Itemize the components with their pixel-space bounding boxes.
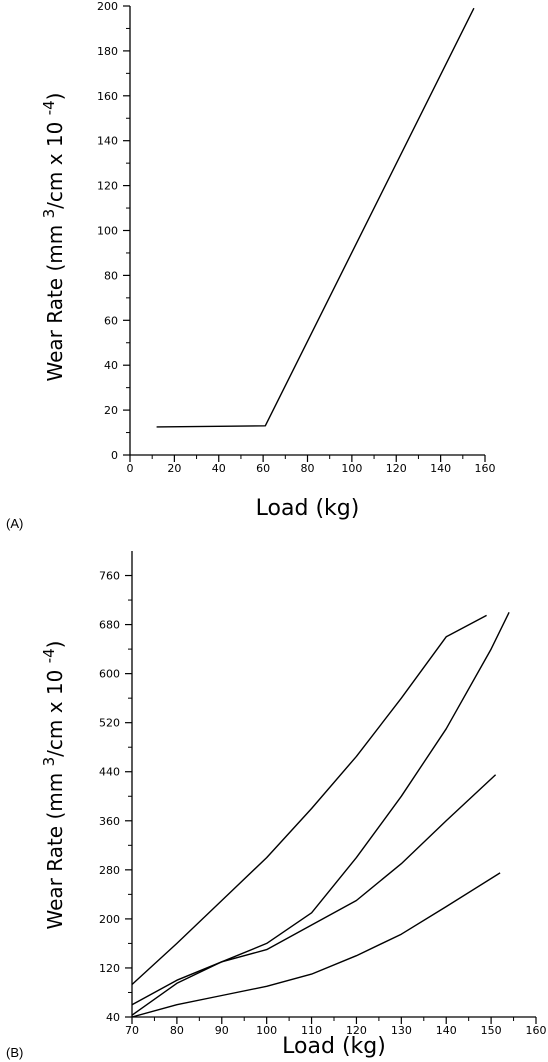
y-axis-title: Wear Rate (mm 3/cm x 10 -4) — [40, 641, 67, 930]
y-tick-label: 180 — [97, 45, 118, 58]
x-tick-label: 110 — [301, 1024, 322, 1037]
y-tick-label: 160 — [97, 90, 118, 103]
x-tick-label: 100 — [341, 462, 362, 475]
series-line-4 — [131, 872, 501, 1018]
chart-panel-a: 0 20 40 60 80 100 120 140 160 0 20 40 60 80 100 120 140 1… — [6, 0, 496, 531]
x-tick-label: 70 — [125, 1024, 139, 1037]
x-tick-label: 120 — [346, 1024, 367, 1037]
y-tick-label: 440 — [99, 766, 120, 779]
y-tick-label: 20 — [104, 404, 118, 417]
y-tick-label: 100 — [97, 225, 118, 238]
panel-label: (B) — [6, 1045, 23, 1060]
y-tick-label: 140 — [97, 135, 118, 148]
series-line-3 — [131, 774, 497, 1006]
x-tick-label: 40 — [212, 462, 226, 475]
y-tick-label: 200 — [99, 913, 120, 926]
x-tick-label: 90 — [215, 1024, 229, 1037]
y-tick-label: 120 — [99, 962, 120, 975]
x-tick-label: 60 — [256, 462, 270, 475]
x-axis-title: Load (kg) — [282, 1034, 386, 1059]
x-tick-label: 160 — [526, 1024, 547, 1037]
y-tick-label: 60 — [104, 314, 118, 327]
y-axis-title: Wear Rate (mm 3/cm x 10 -4) — [40, 93, 67, 382]
x-tick-label: 0 — [127, 462, 134, 475]
x-tick-label: 160 — [475, 462, 496, 475]
y-tick-label: 0 — [111, 449, 118, 462]
y-tick-label: 40 — [104, 359, 118, 372]
y-tick-label: 680 — [99, 619, 120, 632]
series-line-1 — [156, 7, 475, 428]
x-tick-label: 140 — [436, 1024, 457, 1037]
series-line-1 — [131, 614, 487, 986]
y-tick-label: 600 — [99, 668, 120, 681]
x-axis-title: Load (kg) — [256, 496, 360, 521]
chart-panel-b: 70 80 90 100 110 120 130 140 150 160 40 120 200 280 36… — [6, 551, 547, 1060]
y-tick-label: 520 — [99, 717, 120, 730]
x-tick-label: 80 — [170, 1024, 184, 1037]
y-tick-label: 120 — [97, 180, 118, 193]
x-tick-label: 130 — [391, 1024, 412, 1037]
series-line-2 — [131, 611, 510, 1016]
y-tick-label: 80 — [104, 269, 118, 282]
y-tick-label: 200 — [97, 0, 118, 13]
panel-label: (A) — [6, 516, 23, 531]
x-tick-label: 150 — [481, 1024, 502, 1037]
x-tick-label: 100 — [256, 1024, 277, 1037]
y-tick-label: 40 — [106, 1011, 120, 1024]
x-tick-label: 80 — [301, 462, 315, 475]
x-tick-label: 140 — [430, 462, 451, 475]
y-tick-label: 280 — [99, 864, 120, 877]
x-tick-label: 120 — [386, 462, 407, 475]
y-tick-label: 360 — [99, 815, 120, 828]
x-tick-label: 20 — [167, 462, 181, 475]
y-tick-label: 760 — [99, 570, 120, 583]
